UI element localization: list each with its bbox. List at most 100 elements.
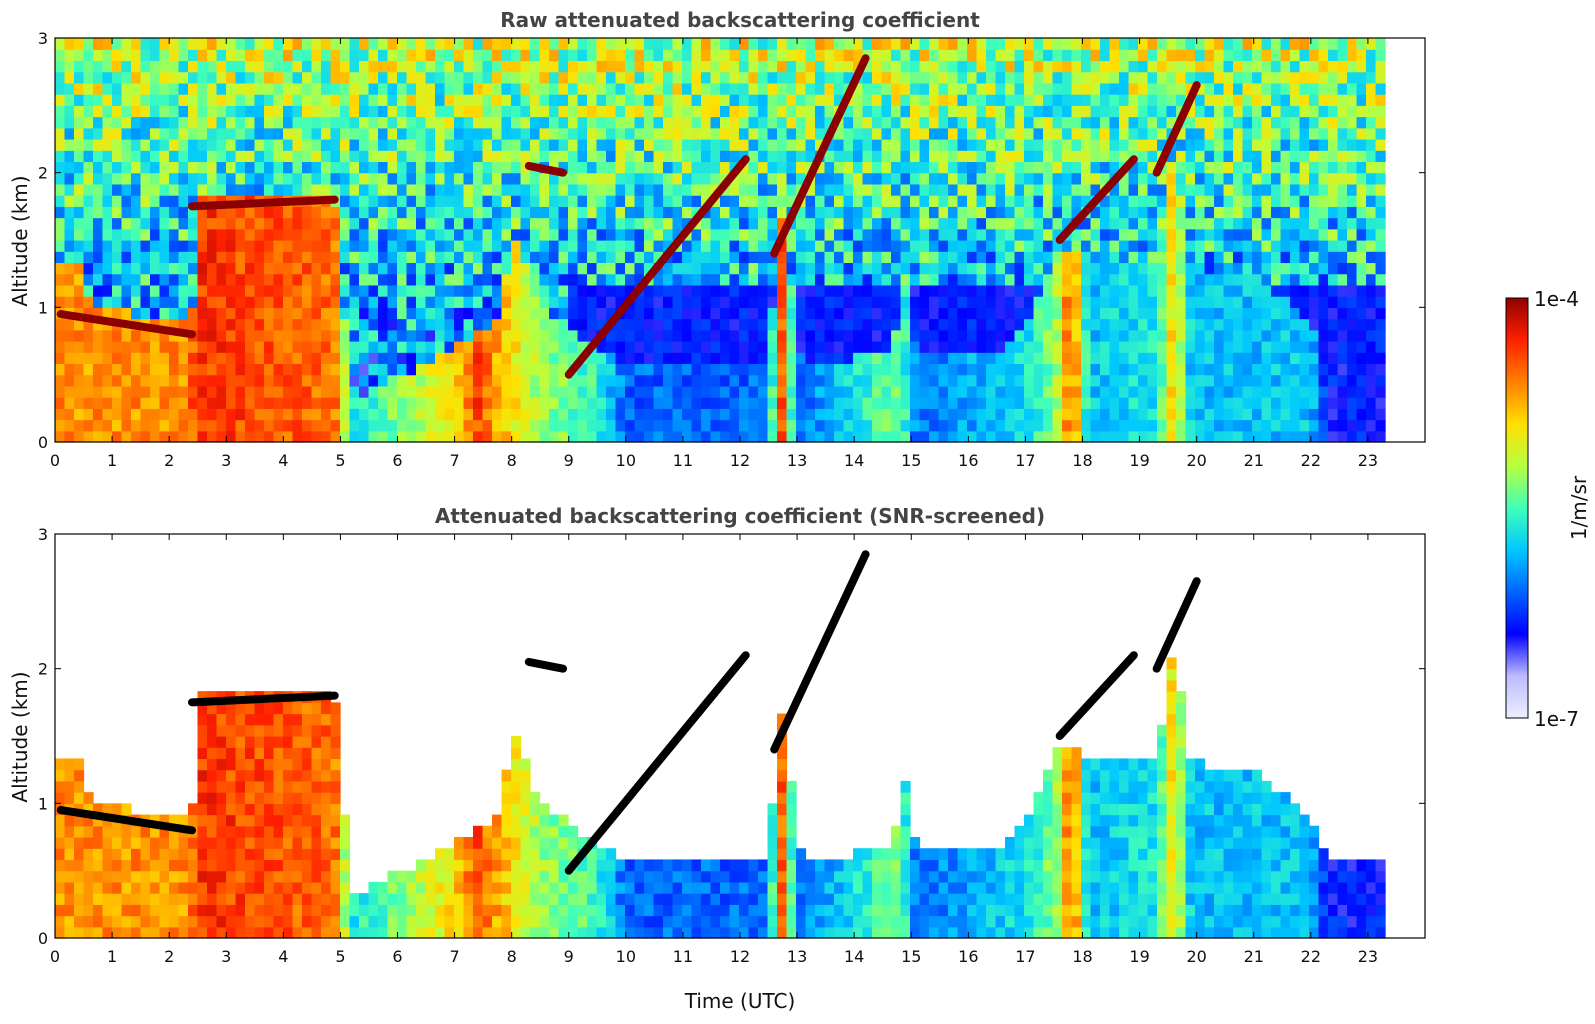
heatmap-cell — [1091, 128, 1101, 140]
heatmap-cell — [511, 105, 521, 117]
heatmap-cell — [644, 60, 654, 72]
heatmap-cell — [1157, 117, 1167, 129]
heatmap-cell — [1100, 307, 1110, 319]
heatmap-cell — [720, 431, 730, 443]
heatmap-cell — [929, 60, 939, 72]
heatmap-cell — [720, 352, 730, 364]
heatmap-cell — [749, 184, 759, 196]
heatmap-cell — [1157, 375, 1167, 387]
heatmap-cell — [293, 218, 303, 230]
heatmap-cell — [1262, 285, 1272, 297]
heatmap-cell — [93, 285, 103, 297]
heatmap-cell — [179, 105, 189, 117]
heatmap-cell — [1062, 363, 1072, 375]
heatmap-cell — [521, 38, 531, 50]
heatmap-cell — [758, 195, 768, 207]
heatmap-cell — [1072, 341, 1082, 353]
heatmap-cell — [255, 408, 265, 420]
heatmap-cell — [730, 72, 740, 84]
heatmap-cell — [958, 128, 968, 140]
heatmap-cell — [245, 352, 255, 364]
heatmap-cell — [692, 173, 702, 185]
heatmap-cell — [55, 161, 65, 173]
heatmap-cell — [1015, 184, 1025, 196]
heatmap-cell — [616, 352, 626, 364]
heatmap-cell — [359, 195, 369, 207]
heatmap-cell — [1271, 49, 1281, 61]
heatmap-cell — [255, 307, 265, 319]
heatmap-cell — [1186, 262, 1196, 274]
heatmap-cell — [920, 184, 930, 196]
heatmap-cell — [663, 105, 673, 117]
heatmap-cell — [777, 330, 787, 342]
heatmap-cell — [312, 420, 322, 432]
heatmap-cell — [1233, 251, 1243, 263]
heatmap-cell — [1176, 173, 1186, 185]
heatmap-cell — [872, 285, 882, 297]
heatmap-cell — [1338, 150, 1348, 162]
heatmap-cell — [1281, 83, 1291, 95]
heatmap-cell — [483, 94, 493, 106]
heatmap-cell — [93, 375, 103, 387]
heatmap-cell — [616, 262, 626, 274]
heatmap-cell — [1062, 431, 1072, 443]
heatmap-cell — [986, 117, 996, 129]
heatmap-cell — [464, 128, 474, 140]
heatmap-cell — [986, 72, 996, 84]
heatmap-cell — [568, 72, 578, 84]
heatmap-cell — [986, 363, 996, 375]
heatmap-cell — [1129, 352, 1139, 364]
heatmap-cell — [1347, 60, 1357, 72]
heatmap-cell — [1091, 49, 1101, 61]
heatmap-cell — [1271, 251, 1281, 263]
heatmap-cell — [1091, 240, 1101, 252]
heatmap-cell — [321, 218, 331, 230]
heatmap-cell — [179, 285, 189, 297]
heatmap-cell — [188, 420, 198, 432]
heatmap-cell — [340, 262, 350, 274]
heatmap-cell — [1148, 206, 1158, 218]
heatmap-cell — [454, 363, 464, 375]
heatmap-cell — [882, 195, 892, 207]
heatmap-cell — [131, 173, 141, 185]
heatmap-cell — [1271, 128, 1281, 140]
heatmap-cell — [948, 229, 958, 241]
heatmap-cell — [1224, 173, 1234, 185]
heatmap-cell — [435, 105, 445, 117]
heatmap-cell — [701, 296, 711, 308]
heatmap-cell — [511, 330, 521, 342]
heatmap-cell — [65, 319, 75, 331]
heatmap-cell — [863, 229, 873, 241]
heatmap-cell — [1091, 139, 1101, 151]
heatmap-cell — [644, 218, 654, 230]
heatmap-cell — [302, 72, 312, 84]
heatmap-cell — [169, 195, 179, 207]
heatmap-cell — [625, 139, 635, 151]
heatmap-cell — [1290, 386, 1300, 398]
heatmap-cell — [891, 173, 901, 185]
heatmap-cell — [378, 117, 388, 129]
heatmap-cell — [74, 195, 84, 207]
heatmap-cell — [1319, 60, 1329, 72]
heatmap-cell — [711, 128, 721, 140]
heatmap-cell — [302, 139, 312, 151]
heatmap-cell — [1233, 420, 1243, 432]
heatmap-cell — [65, 408, 75, 420]
heatmap-cell — [340, 105, 350, 117]
heatmap-cell — [768, 352, 778, 364]
heatmap-cell — [540, 408, 550, 420]
heatmap-cell — [397, 296, 407, 308]
heatmap-cell — [625, 60, 635, 72]
heatmap-cell — [1081, 83, 1091, 95]
heatmap-cell — [530, 386, 540, 398]
heatmap-cell — [948, 352, 958, 364]
heatmap-cell — [1110, 375, 1120, 387]
heatmap-cell — [540, 240, 550, 252]
heatmap-cell — [1300, 72, 1310, 84]
heatmap-cell — [1309, 49, 1319, 61]
heatmap-cell — [511, 128, 521, 140]
heatmap-cell — [521, 105, 531, 117]
heatmap-cell — [141, 386, 151, 398]
heatmap-cell — [834, 195, 844, 207]
heatmap-cell — [445, 307, 455, 319]
